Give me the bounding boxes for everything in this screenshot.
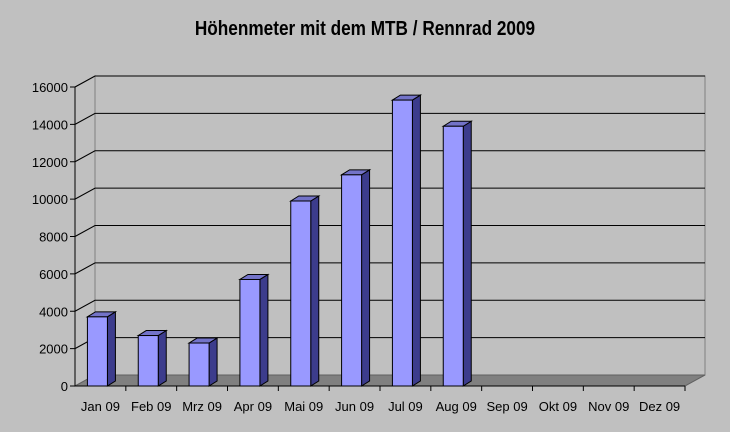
bar-side [106, 310, 116, 387]
chart-title: Höhenmeter mit dem MTB / Rennrad 2009 [194, 18, 536, 40]
x-tick-label: Sep 09 [486, 399, 527, 414]
gridline [74, 75, 705, 88]
bar [442, 125, 464, 387]
x-tick-label: Feb 09 [131, 399, 171, 414]
chart-floor [74, 374, 706, 387]
bar-side [462, 120, 472, 387]
bar-side [259, 273, 269, 387]
x-tick-label: Apr 09 [234, 399, 272, 414]
x-tick-label: Mai 09 [284, 399, 323, 414]
y-tick-label: 14000 [32, 117, 68, 132]
bar-side [411, 94, 421, 387]
bar-side [157, 329, 167, 387]
y-tick-label: 6000 [39, 267, 68, 282]
x-tick-label: Jun 09 [335, 399, 374, 414]
bar-side [310, 195, 320, 387]
x-tick-label: Jan 09 [81, 399, 120, 414]
y-tick-label: 0 [61, 379, 68, 394]
bar [391, 99, 413, 387]
bar-side [208, 337, 218, 387]
x-tick-label: Mrz 09 [182, 399, 222, 414]
bar [188, 342, 210, 387]
gridline [74, 112, 705, 125]
gridline [74, 225, 705, 237]
y-tick-label: 16000 [32, 80, 68, 95]
y-tick-label: 8000 [39, 230, 68, 245]
gridline [74, 150, 705, 163]
bar [86, 316, 108, 387]
gridline [74, 299, 705, 312]
y-tick-label: 10000 [32, 192, 68, 207]
gridline [74, 187, 705, 200]
bar [341, 174, 363, 387]
x-tick-label: Aug 09 [436, 399, 477, 414]
y-tick-label: 12000 [32, 155, 68, 170]
gridline [74, 262, 705, 275]
x-tick-label: Okt 09 [539, 399, 577, 414]
x-tick-label: Jul 09 [388, 399, 423, 414]
bar-side [361, 168, 371, 387]
bar [239, 278, 261, 387]
bar [290, 200, 312, 387]
x-tick-label: Dez 09 [639, 399, 680, 414]
bar [137, 335, 159, 387]
y-tick-label: 4000 [39, 304, 68, 319]
x-tick-label: Nov 09 [588, 399, 629, 414]
y-tick-label: 2000 [39, 342, 68, 357]
